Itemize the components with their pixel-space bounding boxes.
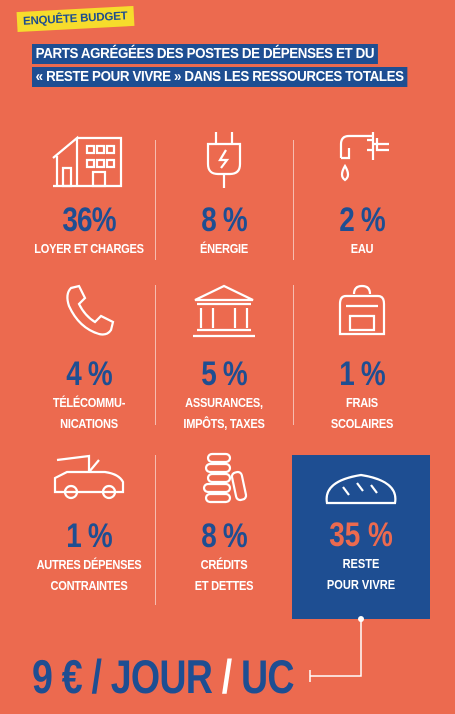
divider xyxy=(293,140,294,260)
stat-credits: 8 % CRÉDITS ET DETTES xyxy=(159,452,289,596)
label-line-1: CRÉDITS xyxy=(200,557,248,572)
reste-pour-vivre-box: 35 % RESTE POUR VIVRE xyxy=(292,455,430,619)
stat-loyer: 36% LOYER ET CHARGES xyxy=(24,130,154,259)
label-line-2: SCOLAIRES xyxy=(330,416,394,431)
label-line-2: ET DETTES xyxy=(194,578,254,593)
page-title: PARTS AGRÉGÉES DES POSTES DE DÉPENSES ET… xyxy=(32,44,442,90)
car-icon xyxy=(53,454,125,500)
bread-icon xyxy=(325,473,397,505)
title-line-2: « RESTE POUR VIVRE » DANS LES RESSOURCES… xyxy=(32,67,408,87)
label: ÉNERGIE xyxy=(200,241,248,256)
label-line-1: FRAIS xyxy=(346,395,378,410)
stat-assurances: 5 % ASSURANCES, IMPÔTS, TAXES xyxy=(159,282,289,434)
percent: 5 % xyxy=(201,355,247,393)
faucet-icon xyxy=(339,132,389,182)
label-line-2: NICATIONS xyxy=(60,416,118,431)
stat-eau: 2 % EAU xyxy=(297,130,427,259)
phone-icon xyxy=(66,284,115,336)
label-line-2: CONTRAINTES xyxy=(50,578,128,593)
percent: 8 % xyxy=(201,201,247,239)
label: EAU xyxy=(350,241,374,256)
coins-icon xyxy=(202,452,248,504)
percent: 8 % xyxy=(201,517,247,555)
label-line-1: AUTRES DÉPENSES xyxy=(36,557,142,572)
daily-amount-slash: / xyxy=(221,650,232,703)
percent: 1 % xyxy=(66,517,112,555)
label-line-2: IMPÔTS, TAXES xyxy=(183,416,265,431)
percent: 4 % xyxy=(66,355,112,393)
divider xyxy=(155,455,156,605)
label-line-2: POUR VIVRE xyxy=(326,577,396,592)
bank-icon xyxy=(193,284,255,338)
label: LOYER ET CHARGES xyxy=(34,241,144,256)
daily-amount-part2: UC xyxy=(231,650,295,703)
title-line-1: PARTS AGRÉGÉES DES POSTES DE DÉPENSES ET… xyxy=(32,44,378,64)
percent: 2 % xyxy=(339,201,385,239)
stat-energie: 8 % ÉNERGIE xyxy=(159,130,289,259)
divider xyxy=(155,140,156,260)
stat-scolaires: 1 % FRAIS SCOLAIRES xyxy=(297,282,427,434)
plug-icon xyxy=(206,132,242,188)
percent: 35 % xyxy=(329,516,393,554)
divider xyxy=(293,285,294,425)
label-line-1: ASSURANCES, xyxy=(185,395,263,410)
stat-autres: 1 % AUTRES DÉPENSES CONTRAINTES xyxy=(24,452,154,596)
label-line-1: RESTE xyxy=(342,556,380,571)
backpack-icon xyxy=(338,284,386,336)
label-line-1: TÉLÉCOMMU- xyxy=(52,395,126,410)
stat-telecom: 4 % TÉLÉCOMMU- NICATIONS xyxy=(24,282,154,434)
percent: 36% xyxy=(62,201,116,239)
divider xyxy=(155,285,156,425)
daily-amount-part1: 9 € / JOUR xyxy=(32,650,222,703)
percent: 1 % xyxy=(339,355,385,393)
house-icon xyxy=(52,135,123,188)
daily-amount: 9 € / JOUR / UC xyxy=(32,650,295,703)
